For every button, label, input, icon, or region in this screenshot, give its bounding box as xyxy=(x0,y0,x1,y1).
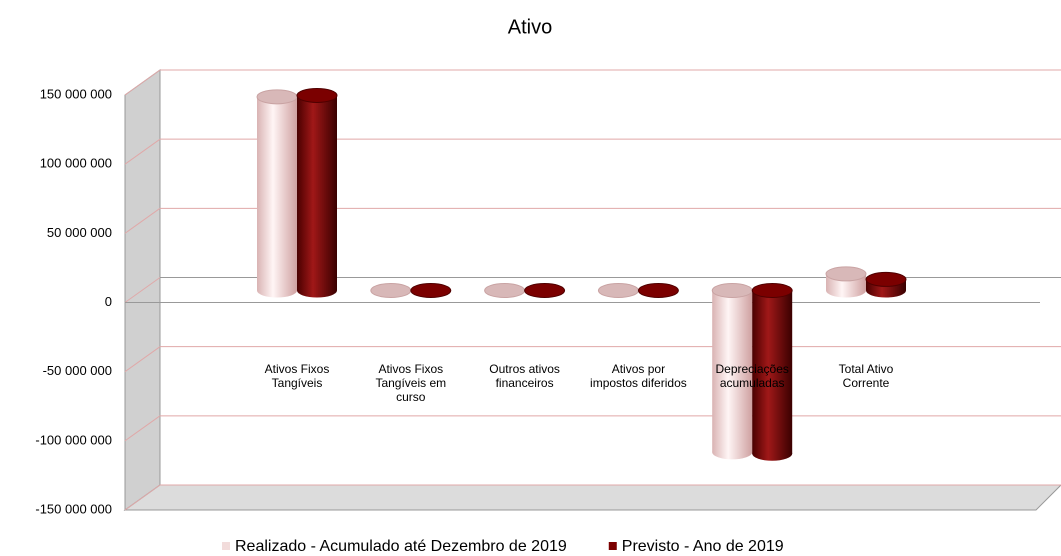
bar-top xyxy=(865,271,907,287)
legend-swatch xyxy=(222,542,230,550)
x-tick-label: Outros ativos financeiros xyxy=(489,362,560,390)
legend-swatch xyxy=(608,542,617,550)
grid-line-side xyxy=(124,415,161,442)
bar-top xyxy=(825,266,867,282)
bar xyxy=(752,290,793,454)
chart-title: Ativo xyxy=(508,16,552,38)
bar-top xyxy=(370,283,412,298)
bar-top xyxy=(751,283,793,298)
bar-top xyxy=(484,283,526,298)
grid-line-side xyxy=(124,277,161,303)
bar-top xyxy=(597,283,639,298)
bar-top xyxy=(637,283,679,298)
y-tick-label: -100 000 000 xyxy=(35,432,112,447)
legend-label: Previsto - Ano de 2019 xyxy=(622,538,784,555)
bar xyxy=(297,95,337,291)
legend-label: Realizado - Acumulado até Dezembro de 20… xyxy=(235,538,567,555)
y-tick-label: 50 000 000 xyxy=(47,225,112,240)
grid-line-side xyxy=(124,346,161,373)
x-tick-label: Total Ativo Corrente xyxy=(838,362,894,390)
floor xyxy=(123,484,1061,511)
grid-line-side xyxy=(124,207,161,234)
y-tick-label: 150 000 000 xyxy=(40,86,112,101)
y-tick-label: -50 000 000 xyxy=(43,363,112,378)
x-tick-label: Ativos Fixos Tangíveis em curso xyxy=(375,362,447,404)
grid-line-side xyxy=(124,138,161,165)
grid-line-side xyxy=(124,69,161,96)
bar-top xyxy=(524,283,566,298)
bar-top xyxy=(410,283,452,298)
bar-top xyxy=(296,87,338,103)
grid-line-side xyxy=(124,484,161,511)
y-tick-label: -150 000 000 xyxy=(35,501,112,516)
bar xyxy=(257,96,297,291)
bar-top xyxy=(711,283,753,298)
x-tick-label: Ativos por impostos diferidos xyxy=(590,362,687,390)
bar xyxy=(712,290,753,453)
x-tick-label: Ativos Fixos Tangíveis xyxy=(264,362,330,390)
bar-top xyxy=(256,89,298,105)
x-tick-label: Depreciações acumuladas xyxy=(715,362,789,390)
y-tick-label: 0 xyxy=(105,294,112,309)
y-tick-label: 100 000 000 xyxy=(40,156,112,171)
